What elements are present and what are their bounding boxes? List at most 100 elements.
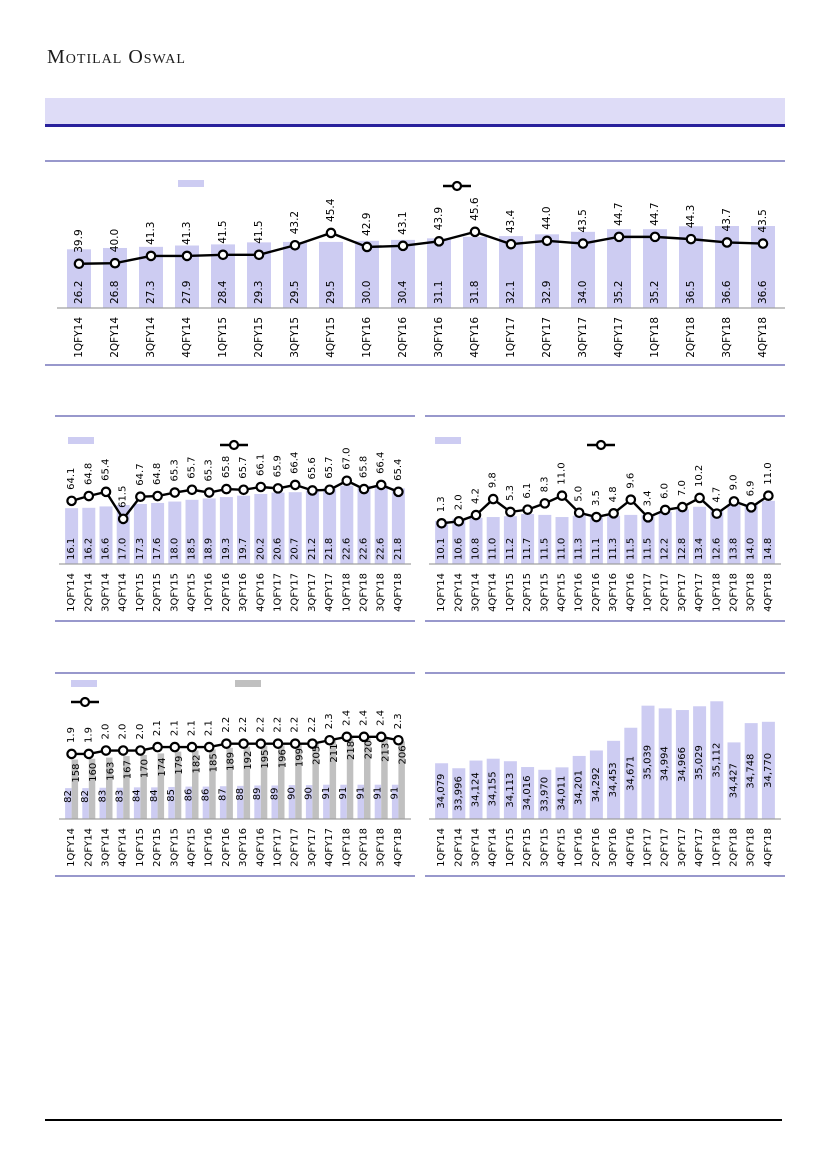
line-marker-icon (307, 738, 318, 749)
bar-value-label: 16.2 (83, 538, 94, 560)
category-label: 1QFY17 (505, 317, 517, 358)
line-marker-icon (73, 258, 85, 270)
bar-secondary (140, 754, 147, 819)
bar (469, 517, 483, 564)
line-value-label: 67.0 (341, 447, 352, 469)
legend-bar-swatch-icon (435, 437, 461, 444)
category-label: 1QFY17 (643, 573, 654, 612)
chart-mid-left-combo: 16.1 16.2 16.6 17.0 17.3 17.6 18.0 18.5 18.9 19.3… (55, 415, 415, 622)
category-label: 4QFY16 (255, 573, 266, 612)
chart-canvas: 34,079 33,996 34,124 34,155 34,113 34,016 33,9… (429, 701, 781, 867)
bar-value-label: 20.7 (290, 538, 301, 560)
line-value-label: 66.1 (255, 454, 266, 476)
bar-secondary (260, 745, 268, 819)
line-marker-icon (117, 745, 129, 756)
bar-value-label: 12.6 (711, 538, 722, 560)
category-label: 1QFY15 (505, 828, 516, 867)
category-label: 4QFY18 (393, 828, 404, 867)
category-label: 4QFY14 (488, 828, 499, 867)
line-value-label: 43.7 (721, 208, 733, 231)
bar-value-label: 33,996 (453, 776, 464, 811)
line-value-label: 65.7 (324, 457, 335, 479)
line-value-label: 64.1 (66, 468, 77, 490)
bar-value-label: 16.1 (66, 538, 77, 560)
bar (305, 490, 319, 564)
bar-value-label: 34,113 (505, 773, 516, 808)
bar-secondary-value-label: 206 (398, 745, 409, 764)
line-value-label: 2.4 (359, 710, 370, 726)
bar-secondary-value-label: 195 (260, 750, 271, 769)
line-value-label: 2.3 (324, 713, 335, 729)
bar (486, 758, 500, 819)
bar-value-label: 27.9 (181, 281, 193, 304)
bar (168, 786, 175, 819)
category-label: 1QFY18 (341, 573, 352, 612)
bar (555, 767, 569, 819)
bar-secondary (88, 758, 96, 819)
line-marker-icon (522, 504, 533, 515)
line-value-label: 2.2 (273, 717, 284, 733)
bar-value-label: 21.8 (324, 538, 335, 560)
bar-value-label: 35.2 (649, 281, 661, 304)
category-label: 3QFY14 (145, 317, 157, 358)
line-marker-icon (642, 512, 654, 523)
category-label: 4QFY15 (557, 573, 568, 612)
category-label: 4QFY15 (557, 828, 568, 867)
bar-value-label: 34,155 (488, 771, 499, 806)
bar-value-label: 35,039 (643, 745, 654, 780)
bar-value-label: 90 (287, 787, 298, 800)
chart-mid-right-combo: 10.1 10.6 10.8 11.0 11.2 11.7 11.5 11.0 11.3 11.1… (425, 415, 785, 622)
bar-value-label: 31.1 (433, 281, 445, 304)
line-marker-icon (289, 479, 301, 491)
category-label: 2QFY18 (359, 828, 370, 867)
category-label: 1QFY16 (204, 573, 215, 612)
line-marker-icon (135, 745, 146, 756)
line-value-label: 2.0 (453, 494, 464, 510)
bar-value-label: 34,079 (436, 774, 447, 809)
bar-value-label: 91 (338, 787, 349, 800)
category-label: 2QFY17 (290, 573, 301, 612)
line-marker-icon (505, 238, 517, 250)
bar (521, 514, 535, 564)
line-value-label: 65.9 (273, 455, 284, 477)
category-label: 1QFY17 (273, 573, 284, 612)
bar-value-label: 91 (390, 787, 401, 800)
category-label: 1QFY17 (643, 828, 654, 867)
bar-value-label: 87 (218, 788, 229, 801)
line-marker-icon (694, 492, 705, 504)
bar (65, 508, 79, 564)
line-marker-icon (745, 502, 757, 513)
bar (185, 786, 192, 819)
category-label: 3QFY15 (169, 828, 180, 867)
line-marker-icon (721, 237, 733, 248)
bar-value-label: 91 (355, 787, 366, 800)
line-marker-icon (469, 226, 481, 238)
bar-secondary (157, 753, 165, 819)
bar (219, 786, 227, 819)
bar (219, 497, 233, 564)
line-value-label: 2.4 (376, 710, 387, 726)
bar (435, 520, 449, 564)
bar (288, 785, 296, 819)
bar-value-label: 11.0 (488, 538, 499, 560)
bar-value-label: 17.0 (118, 538, 129, 560)
bar (761, 721, 775, 819)
line-marker-icon (272, 483, 284, 494)
bar-value-label: 34,770 (763, 753, 774, 788)
line-marker-icon (307, 485, 318, 496)
line-marker-icon (613, 231, 625, 243)
category-label: 4QFY17 (694, 573, 705, 612)
category-label: 3QFY18 (721, 317, 733, 358)
bar-value-label: 35,029 (694, 745, 705, 780)
bar-value-label: 21.8 (393, 538, 404, 560)
category-label: 1QFY17 (273, 828, 284, 867)
line-marker-icon (677, 501, 688, 513)
bar-value-label: 30.0 (361, 281, 373, 304)
category-label: 3QFY15 (289, 317, 301, 358)
chart-canvas: 26.2 26.8 27.3 27.9 28.4 29.3 29.5 29.5 30.0 30.4… (57, 180, 785, 358)
line-value-label: 45.4 (325, 198, 337, 222)
category-label: 3QFY18 (746, 573, 757, 612)
line-marker-icon (375, 731, 387, 743)
bar (641, 514, 655, 564)
